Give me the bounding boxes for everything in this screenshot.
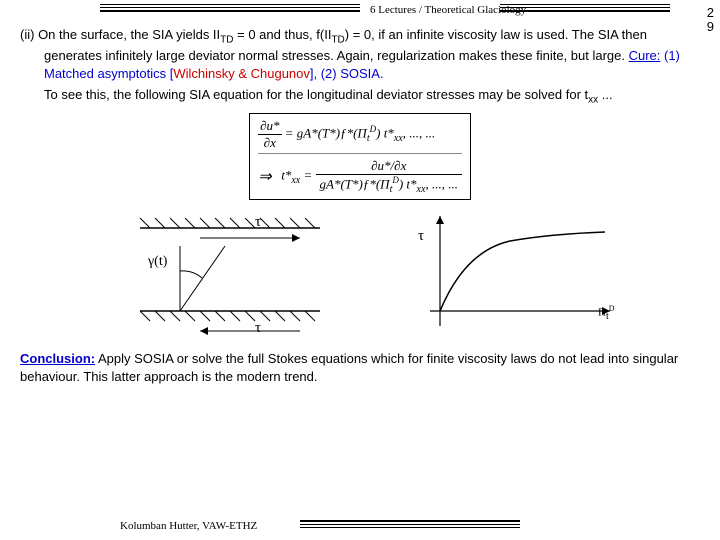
text-line3b: ... bbox=[598, 87, 612, 102]
sub-D2: D bbox=[338, 35, 345, 46]
page-number-top: 2 bbox=[707, 6, 714, 20]
conclusion-paragraph: Conclusion: Apply SOSIA or solve the ful… bbox=[0, 346, 720, 385]
page-footer: Kolumban Hutter, VAW-ETHZ bbox=[0, 512, 720, 532]
equation-line1: ∂u* ∂x = gA*(T*)ƒ*(ΠtD) t*xx, ..., ... bbox=[258, 118, 462, 154]
equation-box: ∂u* ∂x = gA*(T*)ƒ*(ΠtD) t*xx, ..., ... ⇒… bbox=[249, 113, 471, 200]
page-number: 2 9 bbox=[707, 6, 714, 34]
tau-top: τ bbox=[255, 214, 261, 231]
cure-label: Cure: bbox=[629, 48, 661, 63]
implies-arrow: ⇒ bbox=[258, 169, 271, 186]
diagram-area: τ γ(t) τ τ ΠtD bbox=[0, 206, 720, 346]
reference: Wilchinsky & Chugunov bbox=[173, 66, 310, 81]
text-line1b: = 0 and thus, f(II bbox=[234, 27, 332, 42]
cure-text2: ], (2) SOSIA. bbox=[310, 66, 384, 81]
paragraph-followup: To see this, the following SIA equation … bbox=[20, 86, 690, 107]
item-label: (ii) bbox=[20, 27, 34, 42]
header-rule-left bbox=[100, 4, 360, 14]
paragraph-ii: (ii) On the surface, the SIA yields IITD… bbox=[20, 26, 690, 82]
tau-yaxis: τ bbox=[418, 228, 424, 245]
axis-label: ΠtD bbox=[598, 304, 615, 322]
equation-block: ∂u* ∂x = gA*(T*)ƒ*(ΠtD) t*xx, ..., ... ⇒… bbox=[0, 113, 720, 200]
main-content: (ii) On the surface, the SIA yields IITD… bbox=[0, 24, 720, 107]
footer-author: Kolumban Hutter, VAW-ETHZ bbox=[120, 520, 257, 532]
tau-bottom: τ bbox=[255, 320, 261, 337]
gamma-label: γ(t) bbox=[148, 254, 167, 270]
equation-line2: ⇒ t*xx = ∂u*/∂x gA*(T*)ƒ*(ΠtD) t*xx, ...… bbox=[258, 158, 462, 195]
conclusion-label: Conclusion: bbox=[20, 351, 95, 366]
page-number-bottom: 9 bbox=[707, 20, 714, 34]
conclusion-text: Apply SOSIA or solve the full Stokes equ… bbox=[20, 351, 678, 384]
text-line3: To see this, the following SIA equation … bbox=[44, 87, 588, 102]
text-line1c: ) = 0, if an infinite bbox=[345, 27, 444, 42]
footer-rules bbox=[300, 520, 520, 530]
text-line1a: On the surface, the SIA yields II bbox=[38, 27, 220, 42]
diagram-svg bbox=[0, 206, 720, 346]
header-rule-right bbox=[500, 4, 670, 14]
sub-xx: xx bbox=[588, 95, 598, 106]
page-header: 6 Lectures / Theoretical Glaciology 2 9 bbox=[0, 0, 720, 24]
sub-D1: D bbox=[226, 35, 233, 46]
